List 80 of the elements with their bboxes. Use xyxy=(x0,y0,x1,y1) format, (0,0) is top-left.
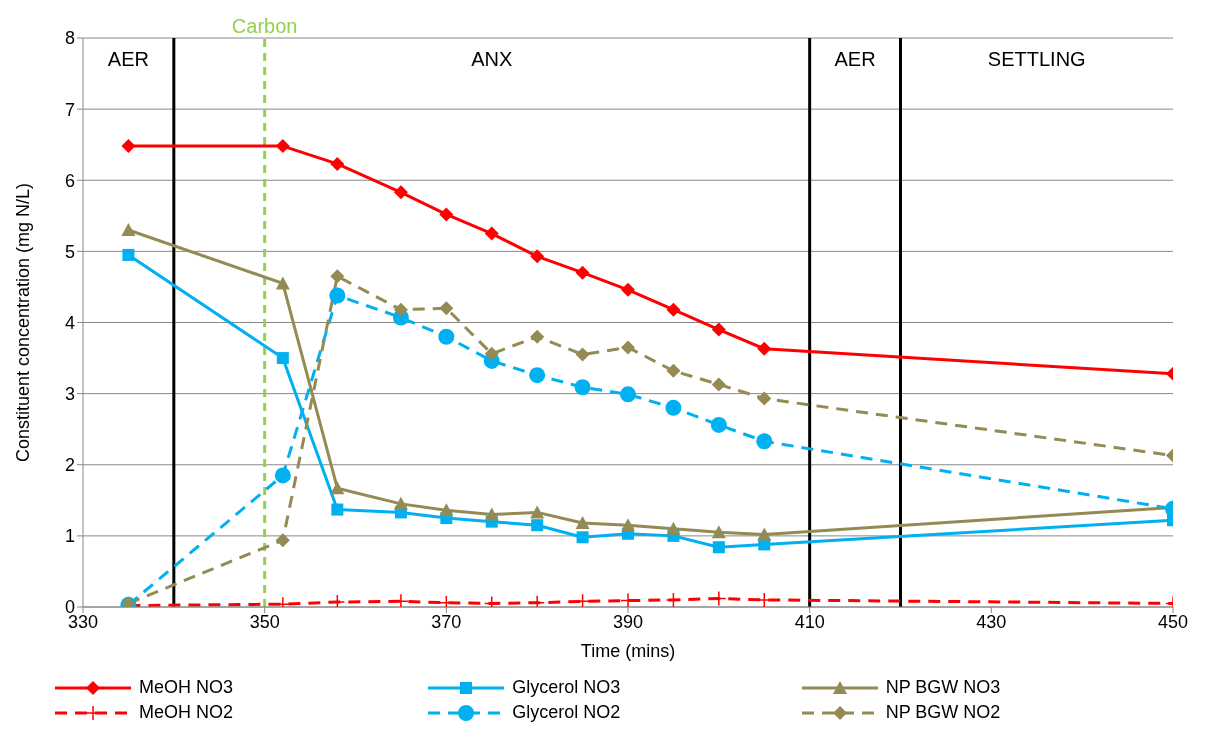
point xyxy=(275,533,290,548)
point xyxy=(710,416,727,433)
point xyxy=(121,223,136,237)
point xyxy=(484,507,499,521)
point xyxy=(711,525,726,539)
point xyxy=(484,226,499,241)
point xyxy=(575,516,590,530)
point xyxy=(757,341,772,356)
point xyxy=(484,346,499,361)
x-tick-label: 450 xyxy=(1157,611,1189,632)
y-tick-label: 2 xyxy=(64,455,75,476)
point xyxy=(330,269,345,284)
point xyxy=(121,139,136,154)
point xyxy=(530,249,545,264)
annotation: AER xyxy=(107,48,149,71)
y-tick-label: 6 xyxy=(64,170,75,191)
point xyxy=(439,503,454,517)
x-tick-label: 410 xyxy=(794,611,825,632)
x-tick-label: 390 xyxy=(612,611,644,632)
point xyxy=(329,287,346,304)
point xyxy=(666,363,681,378)
point xyxy=(620,386,636,403)
y-tick-label: 5 xyxy=(64,241,75,262)
point xyxy=(393,185,408,200)
point xyxy=(666,521,681,535)
point xyxy=(711,322,726,337)
legend-label: NP BGW NO3 xyxy=(885,677,1001,698)
point xyxy=(439,301,454,316)
point xyxy=(575,347,590,362)
y-tick-label: 7 xyxy=(64,99,75,120)
point xyxy=(757,391,772,406)
point xyxy=(274,467,291,484)
legend-label: Glycerol NO3 xyxy=(512,677,621,698)
point xyxy=(621,282,635,297)
point xyxy=(393,302,408,317)
legend-label: MeOH NO3 xyxy=(139,677,234,698)
point xyxy=(711,377,726,392)
x-tick-label: 350 xyxy=(249,611,280,632)
ref-line-label: Carbon xyxy=(231,15,298,37)
y-tick-label: 3 xyxy=(64,384,75,405)
point xyxy=(575,265,590,280)
point xyxy=(665,399,682,416)
point xyxy=(712,541,725,554)
legend-label: NP BGW NO2 xyxy=(885,702,1001,723)
annotation: SETTLING xyxy=(987,48,1086,71)
point xyxy=(439,207,454,222)
point xyxy=(666,302,681,317)
point xyxy=(757,527,772,541)
point xyxy=(529,367,546,384)
point xyxy=(530,329,545,344)
y-tick-label: 4 xyxy=(64,312,75,333)
point xyxy=(276,352,289,365)
annotation: AER xyxy=(834,48,876,71)
point xyxy=(574,593,591,607)
point xyxy=(531,519,544,532)
point xyxy=(621,518,635,532)
point xyxy=(275,139,290,154)
point xyxy=(756,433,773,450)
point xyxy=(122,248,135,261)
point xyxy=(438,328,455,345)
annotation: ANX xyxy=(471,48,513,71)
legend-label: Glycerol NO2 xyxy=(512,702,621,723)
point xyxy=(330,156,345,171)
point xyxy=(330,481,345,495)
y-tick-label: 8 xyxy=(64,28,75,49)
y-tick-label: 1 xyxy=(64,526,75,547)
point xyxy=(393,496,408,510)
x-tick-label: 370 xyxy=(431,611,462,632)
point xyxy=(574,379,591,396)
y-axis-title: Constituent concentration (mg N/L) xyxy=(13,182,34,463)
x-tick-label: 430 xyxy=(976,611,1007,632)
point xyxy=(665,592,682,607)
x-axis-title: Time (mins) xyxy=(580,641,676,661)
point xyxy=(621,340,635,355)
point xyxy=(331,503,344,516)
legend-label: MeOH NO2 xyxy=(139,702,234,723)
point xyxy=(576,531,589,544)
point xyxy=(530,505,545,519)
point xyxy=(711,590,727,607)
point xyxy=(275,276,290,290)
